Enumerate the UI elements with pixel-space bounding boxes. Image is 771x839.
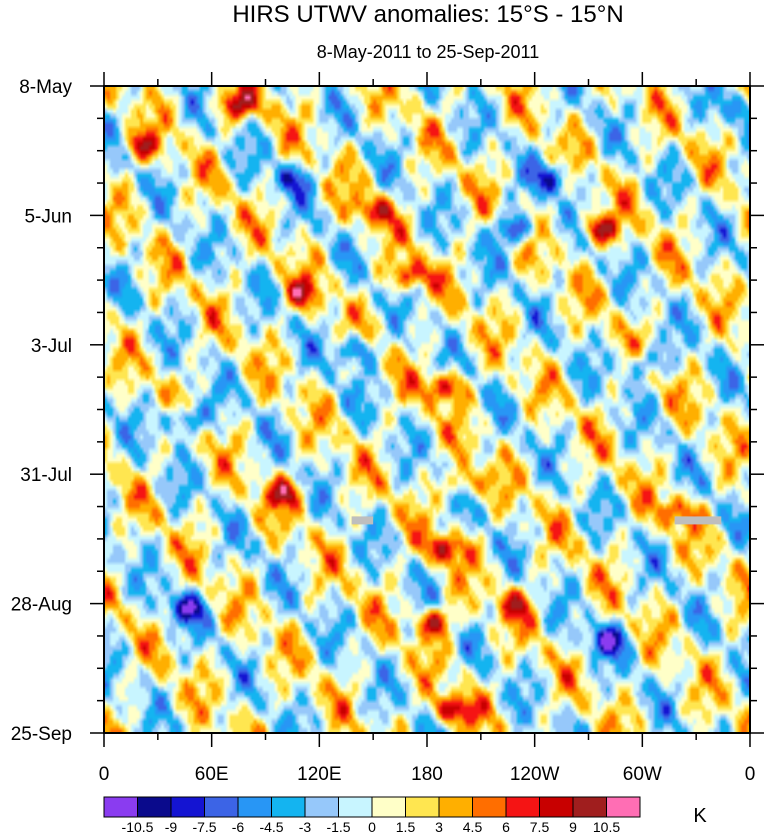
colorbar-label: 10.5 bbox=[593, 819, 620, 834]
y-axis: 8-May 5-Jun 3-Jul 31-Jul 28-Aug 25-Sep bbox=[11, 77, 764, 745]
colorbar-label: 6 bbox=[502, 819, 510, 834]
colorbar-label: 1.5 bbox=[396, 819, 416, 834]
colorbar-label: -9 bbox=[165, 819, 178, 834]
colorbar-label: 7.5 bbox=[530, 819, 550, 834]
colorbar-label: -6 bbox=[232, 819, 245, 834]
y-tick-label: 31-Jul bbox=[20, 465, 72, 486]
colorbar-unit: K bbox=[693, 805, 707, 827]
colorbar-label: -10.5 bbox=[122, 819, 154, 834]
colorbar-swatch bbox=[304, 796, 339, 818]
colorbar-swatch bbox=[137, 796, 172, 818]
chart-title: HIRS UTWV anomalies: 15°S - 15°N bbox=[232, 1, 623, 28]
y-tick-label: 25-Sep bbox=[11, 724, 72, 745]
colorbar-label: 3 bbox=[435, 819, 443, 834]
heatmap-raster bbox=[104, 86, 750, 733]
missing-data-segment bbox=[674, 516, 722, 525]
colorbar-label: -4.5 bbox=[259, 819, 283, 834]
colorbar-label: 0 bbox=[368, 819, 376, 834]
colorbar-swatch bbox=[472, 796, 507, 818]
chart-subtitle: 8-May-2011 to 25-Sep-2011 bbox=[317, 42, 539, 62]
y-tick-label: 8-May bbox=[19, 77, 72, 98]
x-tick-label: 0 bbox=[745, 764, 756, 785]
x-tick-label: 120E bbox=[297, 764, 341, 785]
colorbar-label: 4.5 bbox=[463, 819, 483, 834]
x-tick-label: 180 bbox=[411, 764, 443, 785]
x-tick-label: 60W bbox=[623, 764, 662, 785]
x-axis: 0 60E 120E 180 120W 60W 0 bbox=[99, 72, 756, 785]
colorbar-label: -1.5 bbox=[326, 819, 350, 834]
colorbar-swatch bbox=[371, 796, 406, 818]
missing-data-segment bbox=[351, 516, 374, 525]
colorbar-swatch bbox=[170, 796, 205, 818]
colorbar-swatch bbox=[505, 796, 540, 818]
colorbar-swatch bbox=[338, 796, 373, 818]
colorbar: -10.5 -9 -7.5 -6 -4.5 -3 -1.5 0 1.5 3 4.5 6 7.5 9 10.5 bbox=[103, 796, 641, 835]
colorbar-label: 9 bbox=[569, 819, 577, 834]
colorbar-swatch bbox=[204, 796, 239, 818]
colorbar-swatch bbox=[438, 796, 473, 818]
heatmap-field bbox=[104, 86, 750, 733]
y-tick-label: 3-Jul bbox=[31, 336, 72, 357]
colorbar-label: -3 bbox=[299, 819, 312, 834]
colorbar-swatch bbox=[237, 796, 272, 818]
colorbar-swatch bbox=[606, 796, 641, 818]
colorbar-label: -7.5 bbox=[192, 819, 216, 834]
colorbar-swatch bbox=[405, 796, 440, 818]
colorbar-swatch bbox=[103, 796, 138, 818]
y-tick-label: 28-Aug bbox=[11, 595, 72, 616]
x-tick-label: 60E bbox=[195, 764, 229, 785]
colorbar-swatch bbox=[271, 796, 306, 818]
x-tick-label: 120W bbox=[510, 764, 560, 785]
missing-data-layer bbox=[351, 516, 722, 525]
colorbar-swatch bbox=[539, 796, 574, 818]
x-tick-label: 0 bbox=[99, 764, 110, 785]
y-tick-label: 5-Jun bbox=[24, 206, 72, 227]
colorbar-swatch bbox=[572, 796, 607, 818]
